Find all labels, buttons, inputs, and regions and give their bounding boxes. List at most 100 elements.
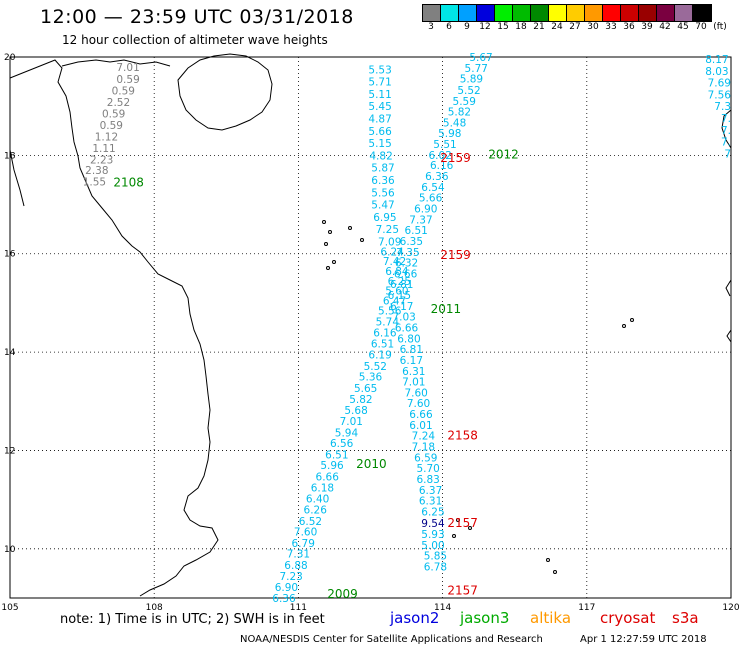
swh-value-track-desc-2: 5.11 (368, 89, 391, 101)
coastline-5 (725, 279, 732, 297)
y-tick-18: 18 (4, 151, 16, 161)
pass-label-2108-0: 2108 (113, 175, 144, 189)
swh-value-track-desc-10: 5.56 (371, 187, 395, 199)
swh-value-track-right-6: 7. (721, 125, 731, 137)
legend-label-39: 39 (641, 22, 653, 32)
swh-value-gray-coastal-10: 1.55 (83, 176, 106, 188)
island-6 (360, 238, 364, 242)
island-12 (546, 558, 550, 562)
color-legend-labels: 3 6 9 12 15 18 21 24 27 30 33 36 39 42 45 70 (ft) (422, 22, 730, 32)
swh-value-track-desc-46: 6.90 (275, 582, 298, 594)
pass-label-2009-8: 2009 (327, 587, 358, 601)
swh-value-gray-coastal-7: 1.11 (92, 143, 115, 155)
y-tick-16: 16 (4, 250, 16, 260)
legend-label-9: 9 (464, 22, 470, 32)
swh-value-track-desc-35: 5.96 (320, 460, 344, 472)
swh-value-track-asc-1: 5.77 (465, 63, 488, 75)
mission-cryosat: cryosat (600, 609, 656, 627)
swh-value-track-asc-46: 6.78 (424, 562, 447, 574)
legend-swatch-3 (423, 5, 441, 21)
swh-value-track-desc-4: 4.87 (368, 113, 391, 125)
swh-value-track-asc-0: 5.67 (469, 52, 492, 64)
swh-value-track-asc-2: 5.89 (460, 74, 483, 86)
swh-value-track-asc-14: 6.90 (414, 203, 437, 215)
swh-value-track-asc-18: 7.35 (396, 247, 419, 259)
swh-value-gray-coastal-4: 0.59 (102, 109, 125, 121)
swh-value-track-desc-41: 7.60 (294, 527, 317, 539)
swh-value-track-desc-19: 5.60 (385, 286, 408, 298)
swh-value-track-desc-33: 6.56 (330, 438, 354, 450)
swh-value-track-desc-1: 5.71 (368, 77, 391, 89)
swh-value-track-asc-21: 6.81 (390, 279, 413, 291)
legend-swatch-42 (657, 5, 675, 21)
legend-swatch-12 (477, 5, 495, 21)
pass-label-2159-3: 2159 (440, 248, 471, 262)
legend-label-21: 21 (533, 22, 545, 32)
swh-value-track-desc-27: 5.36 (359, 372, 383, 384)
island-5 (348, 226, 352, 230)
legend-swatch-18 (513, 5, 531, 21)
swh-value-track-asc-15: 7.37 (409, 214, 432, 226)
island-13 (553, 570, 557, 574)
y-tick-14: 14 (4, 348, 16, 358)
swh-value-track-asc-11: 6.36 (425, 171, 449, 183)
swh-value-track-desc-12: 6.95 (373, 212, 396, 224)
island-8 (468, 526, 472, 530)
legend-swatch-36 (621, 5, 639, 21)
swh-value-gray-coastal-6: 1.12 (95, 132, 118, 144)
swh-value-track-desc-47: 6.36 (272, 593, 296, 605)
mission-jason2: jason2 (390, 609, 440, 627)
legend-swatch-30 (585, 5, 603, 21)
swh-value-track-desc-7: 4.82 (369, 150, 392, 162)
swh-value-track-asc-28: 6.17 (400, 355, 423, 367)
swh-value-track-asc-30: 7.01 (402, 377, 425, 389)
legend-swatch-45 (675, 5, 693, 21)
swh-value-track-asc-19: 6.32 (395, 258, 418, 270)
swh-value-track-asc-8: 5.51 (433, 139, 456, 151)
swh-value-track-asc-43: 5.93 (421, 529, 444, 541)
footer-credit: NOAA/NESDIS Center for Satellite Applica… (240, 634, 543, 645)
pass-labels-layer: 2108 2159 2012 2159 2011 2158 2010 2157 2009 2157 (113, 147, 518, 601)
footer-timestamp: Apr 1 12:27:59 UTC 2018 (580, 634, 707, 645)
swh-value-track-desc-23: 6.16 (373, 327, 397, 339)
swh-value-track-asc-39: 6.83 (416, 474, 439, 486)
legend-label-18: 18 (515, 22, 527, 32)
swh-value-track-asc-25: 6.66 (395, 323, 419, 335)
track-labels-layer: 7.010.590.592.520.590.591.121.112.232.38… (83, 52, 732, 605)
legend-label-15: 15 (497, 22, 509, 32)
swh-value-track-asc-20: 6.66 (394, 268, 418, 280)
swh-value-track-desc-32: 5.94 (335, 427, 359, 439)
swh-value-track-right-2: 7.69 (708, 78, 731, 90)
swh-value-track-right-4: 7.3 (714, 101, 731, 113)
swh-value-track-asc-4: 5.59 (453, 96, 476, 108)
swh-value-track-desc-21: 5.56 (378, 305, 402, 317)
legend-label-3: 3 (428, 22, 434, 32)
island-7 (456, 518, 460, 522)
swh-value-track-desc-25: 6.19 (368, 350, 391, 362)
swh-value-track-desc-22: 5.74 (376, 317, 400, 329)
legend-swatch-33 (603, 5, 621, 21)
island-9 (452, 534, 456, 538)
legend-swatch-24 (549, 5, 567, 21)
swh-value-track-desc-38: 6.40 (306, 494, 329, 506)
legend-swatch-9 (459, 5, 477, 21)
swh-value-gray-coastal-5: 0.59 (100, 120, 123, 132)
legend-label-30: 30 (587, 22, 599, 32)
swh-value-gray-coastal-3: 2.52 (107, 97, 130, 109)
swh-value-gray-coastal-8: 2.23 (90, 154, 113, 166)
island-1 (328, 230, 332, 234)
swh-value-track-asc-35: 7.24 (412, 431, 436, 443)
island-0 (322, 220, 326, 224)
x-tick-108: 108 (146, 603, 163, 613)
swh-value-track-desc-13: 7.25 (376, 224, 399, 236)
y-tick-10: 10 (4, 545, 16, 555)
coastline-0 (9, 59, 219, 597)
swh-value-track-desc-45: 7.23 (279, 571, 302, 583)
legend-swatch-70 (693, 5, 711, 21)
legend-label-6: 6 (446, 22, 452, 32)
x-tick-117: 117 (578, 603, 595, 613)
legend-unit: (ft) (713, 22, 727, 32)
swh-value-track-desc-3: 5.45 (368, 101, 391, 113)
legend-swatch-15 (495, 5, 513, 21)
pass-label-2158-5: 2158 (447, 429, 478, 443)
